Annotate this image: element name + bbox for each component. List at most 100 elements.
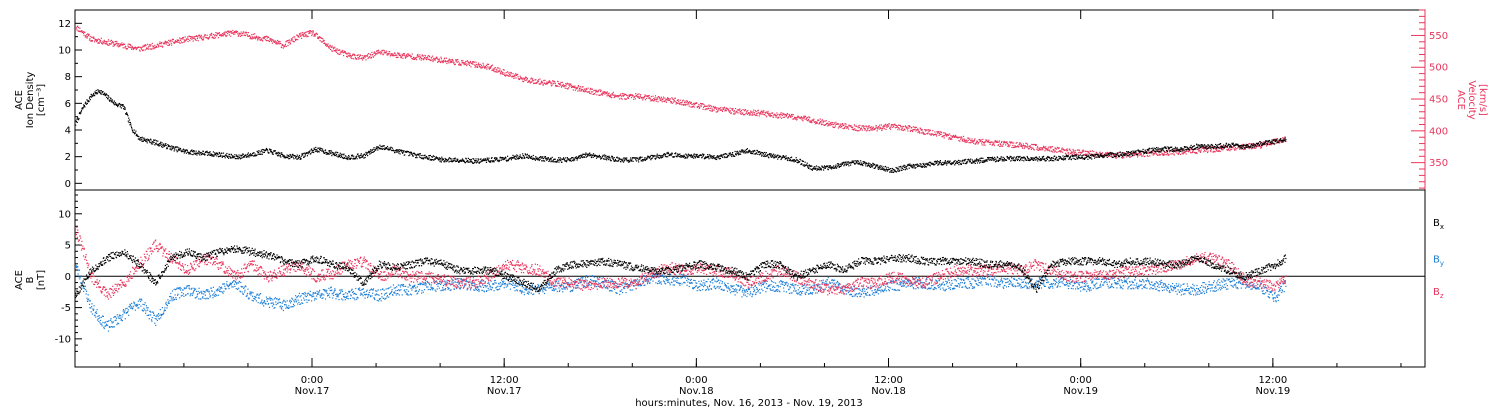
- density-series-point: [398, 152, 400, 154]
- density-series-point: [139, 139, 141, 141]
- density-series-point: [904, 165, 906, 167]
- density-series-point: [342, 156, 344, 158]
- velocity-series-point: [217, 37, 220, 39]
- density-series-point: [128, 121, 130, 124]
- density-series-point: [690, 154, 692, 156]
- velocity-series-point: [277, 42, 279, 44]
- velocity-series-point: [790, 115, 792, 117]
- velocity-series-point: [1114, 156, 1116, 158]
- density-series-point: [784, 158, 786, 160]
- density-series-point: [887, 169, 889, 171]
- density-series-point: [942, 161, 944, 163]
- density-series-point: [879, 168, 881, 170]
- density-series-point: [276, 152, 278, 155]
- density-series-point: [696, 153, 698, 156]
- velocity-series-point: [228, 30, 230, 33]
- velocity-series-point: [437, 61, 439, 63]
- density-series-point: [300, 155, 303, 157]
- density-series-point: [743, 152, 745, 154]
- velocity-series-point: [869, 130, 871, 132]
- velocity-series-point: [348, 52, 350, 54]
- density-series-point: [832, 167, 834, 169]
- density-series-point: [840, 163, 842, 165]
- density-series-point: [941, 163, 943, 165]
- velocity-series-point: [420, 59, 422, 61]
- density-series-point: [862, 161, 864, 163]
- velocity-series-point: [402, 57, 404, 59]
- velocity-series-point: [473, 61, 475, 63]
- velocity-series-point: [319, 36, 321, 38]
- velocity-series-point: [230, 32, 232, 34]
- velocity-series-point: [1256, 144, 1258, 146]
- velocity-series-point: [173, 41, 175, 43]
- velocity-series-point: [759, 113, 761, 115]
- velocity-series-point: [450, 61, 452, 64]
- velocity-series-point: [646, 97, 648, 100]
- density-series-point: [272, 153, 274, 155]
- density-series-point: [456, 158, 458, 160]
- density-series-point: [917, 165, 919, 168]
- velocity-series-point: [696, 102, 698, 104]
- velocity-series-point: [791, 115, 793, 117]
- velocity-series-point: [724, 106, 726, 108]
- density-series-point: [757, 153, 759, 155]
- density-axis-label: Ion Density: [25, 72, 36, 129]
- velocity-series-point: [1240, 148, 1242, 150]
- velocity-series-point: [1161, 151, 1163, 153]
- velocity-series-point: [911, 129, 913, 132]
- density-series-point: [486, 157, 488, 159]
- density-series-point: [300, 158, 302, 160]
- density-series-point: [141, 136, 143, 138]
- velocity-series-point: [84, 36, 86, 38]
- velocity-series-point: [239, 35, 241, 37]
- density-series-point: [718, 157, 720, 159]
- density-series-point: [86, 103, 88, 105]
- velocity-series-point: [665, 98, 667, 100]
- velocity-series-point: [1047, 147, 1049, 149]
- density-series-point: [383, 148, 386, 151]
- velocity-series-point: [346, 56, 348, 58]
- density-series-point: [566, 157, 568, 159]
- velocity-series-point: [1210, 151, 1212, 153]
- density-series-point: [284, 155, 286, 157]
- density-series-point: [414, 153, 416, 155]
- velocity-series-point: [1137, 155, 1139, 157]
- velocity-series-point: [311, 35, 313, 37]
- velocity-series-point: [100, 41, 102, 43]
- density-series-point: [160, 141, 162, 143]
- velocity-series-point: [116, 45, 118, 47]
- velocity-series-point: [459, 64, 461, 66]
- velocity-series-point: [1211, 145, 1213, 148]
- velocity-series-point: [429, 56, 431, 58]
- velocity-series-point: [202, 38, 204, 41]
- density-series-point: [445, 161, 447, 163]
- velocity-series-point: [858, 130, 860, 132]
- density-series-point: [759, 154, 761, 156]
- velocity-series-point: [859, 129, 861, 131]
- velocity-series-point: [1247, 147, 1249, 149]
- velocity-series-point: [1233, 148, 1235, 150]
- density-series-point: [206, 151, 208, 153]
- velocity-series-point: [719, 109, 721, 111]
- velocity-series-point: [222, 35, 224, 37]
- velocity-series-point: [1052, 151, 1054, 153]
- velocity-series-point: [1066, 148, 1068, 150]
- velocity-series-point: [947, 134, 949, 136]
- density-series-point: [320, 148, 322, 150]
- velocity-series-point: [98, 42, 100, 44]
- density-series-point: [326, 151, 328, 154]
- density-series-point: [209, 152, 211, 154]
- density-series-point: [620, 161, 622, 163]
- velocity-series-point: [194, 39, 196, 41]
- velocity-series-point: [999, 143, 1001, 145]
- density-series-point: [322, 148, 324, 150]
- density-series-point: [794, 160, 796, 162]
- velocity-series-point: [1057, 147, 1059, 149]
- velocity-series-point: [425, 58, 427, 60]
- density-series-point: [422, 154, 424, 157]
- density-series-point: [523, 156, 525, 158]
- velocity-series-point: [460, 64, 462, 66]
- velocity-series-point: [192, 40, 194, 42]
- velocity-series-point: [1260, 147, 1262, 149]
- velocity-series-point: [595, 91, 597, 93]
